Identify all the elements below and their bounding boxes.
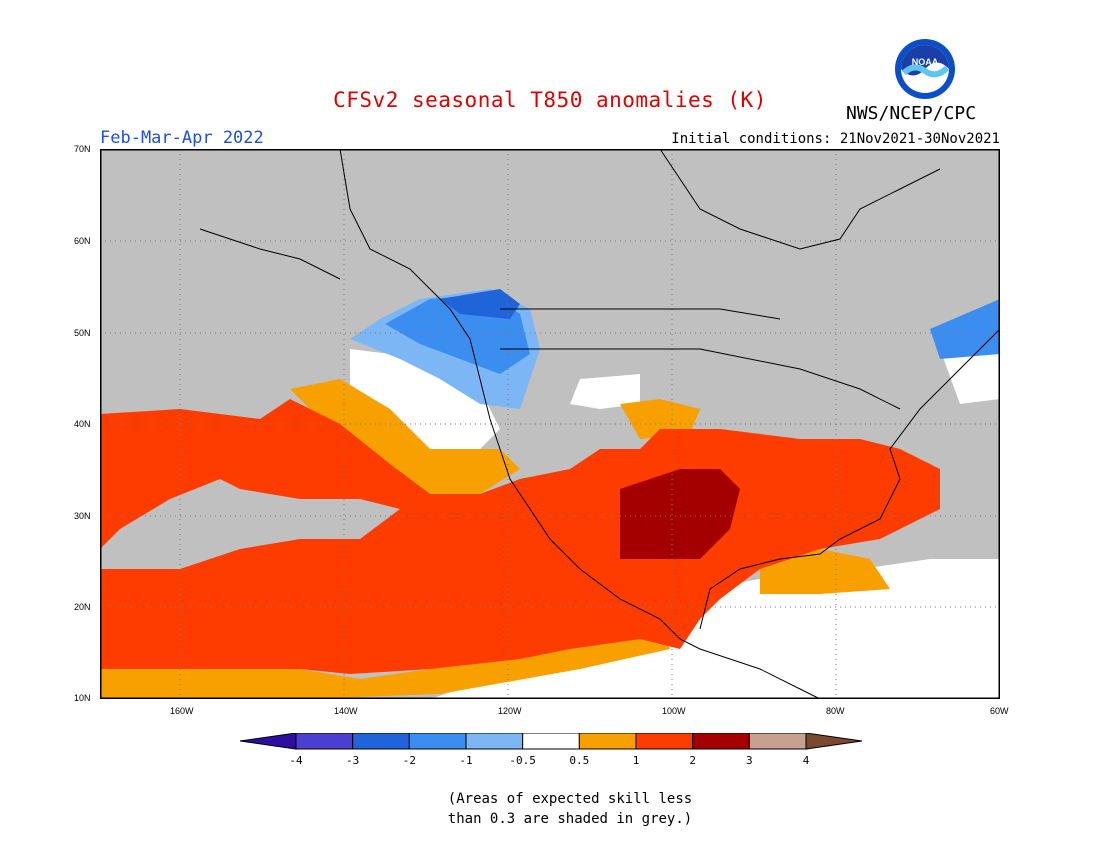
pos-anomaly-orange-south xyxy=(100,619,670,699)
lon-label: 80W xyxy=(826,706,845,716)
lon-label: 160W xyxy=(170,706,194,716)
legend-swatch xyxy=(522,733,580,750)
graticule xyxy=(100,149,1000,699)
lon-label: 100W xyxy=(662,706,686,716)
noaa-logo: NOAA xyxy=(895,39,955,99)
map-frame xyxy=(100,149,1000,699)
lat-label: 70N xyxy=(74,144,91,154)
legend-label: -2 xyxy=(403,754,416,767)
agency-label: NWS/NCEP/CPC xyxy=(846,103,977,124)
neg-anomaly-ne xyxy=(930,299,1000,359)
lat-label: 10N xyxy=(74,693,91,703)
pos-anomaly-orange-west xyxy=(290,379,520,494)
lat-label: 60N xyxy=(74,236,91,246)
lat-label: 20N xyxy=(74,602,91,612)
legend-swatch xyxy=(408,733,467,750)
legend-swatch xyxy=(692,733,750,750)
chart-title: CFSv2 seasonal T850 anomalies (K) xyxy=(333,88,767,112)
legend-swatch xyxy=(578,733,637,750)
lat-label: 40N xyxy=(74,419,91,429)
legend-swatch xyxy=(465,733,524,750)
anomaly-map xyxy=(100,149,1000,699)
legend-label: -3 xyxy=(346,754,359,767)
skill-footnote-line1: (Areas of expected skill less xyxy=(447,791,693,807)
coastlines xyxy=(199,149,1000,699)
pos-anomaly-red xyxy=(100,399,940,674)
legend-swatches xyxy=(240,733,862,750)
legend-label: 4 xyxy=(803,754,810,767)
lat-label: 50N xyxy=(74,328,91,338)
legend-swatch xyxy=(635,733,694,750)
neutral-zone-plains xyxy=(570,374,640,409)
logo-text: NOAA xyxy=(912,57,939,67)
initial-conditions: Initial conditions: 21Nov2021-30Nov2021 xyxy=(671,131,1000,147)
skill-footnote-line2: than 0.3 are shaded in grey.) xyxy=(447,811,693,827)
legend-labels: -4 -3 -2 -1 -0.5 0.5 1 2 3 4 xyxy=(289,754,809,767)
legend-swatch xyxy=(352,733,410,750)
legend-label: 0.5 xyxy=(569,754,589,767)
lon-label: 60W xyxy=(990,706,1009,716)
lon-label: 120W xyxy=(498,706,522,716)
neg-anomaly-strong xyxy=(440,289,520,319)
legend-swatch xyxy=(748,733,807,750)
lat-label: 30N xyxy=(74,511,91,521)
legend-swatch xyxy=(295,733,354,750)
lon-label: 140W xyxy=(334,706,358,716)
legend-label: -0.5 xyxy=(509,754,535,767)
color-legend: -4 -3 -2 -1 -0.5 0.5 1 2 3 4 xyxy=(240,733,862,767)
pos-anomaly-darkred xyxy=(620,469,740,559)
legend-label: 1 xyxy=(633,754,640,767)
pos-anomaly-orange-gulf xyxy=(760,549,890,594)
legend-label: -4 xyxy=(289,754,303,767)
legend-swatch-max xyxy=(805,733,862,750)
legend-label: 3 xyxy=(746,754,753,767)
legend-label: 2 xyxy=(689,754,696,767)
forecast-period: Feb-Mar-Apr 2022 xyxy=(100,128,264,148)
legend-swatch-min xyxy=(240,733,297,750)
legend-label: -1 xyxy=(459,754,472,767)
